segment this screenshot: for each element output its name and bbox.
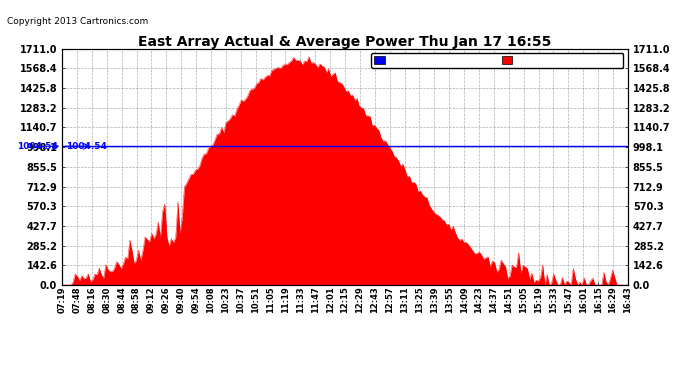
Title: East Array Actual & Average Power Thu Jan 17 16:55: East Array Actual & Average Power Thu Ja… (138, 35, 552, 49)
Text: Copyright 2013 Cartronics.com: Copyright 2013 Cartronics.com (7, 17, 148, 26)
Text: 1004.54: 1004.54 (66, 142, 107, 151)
Text: 1004.54: 1004.54 (17, 142, 58, 151)
Legend: Average  (DC Watts), East Array  (DC Watts): Average (DC Watts), East Array (DC Watts… (371, 53, 623, 68)
